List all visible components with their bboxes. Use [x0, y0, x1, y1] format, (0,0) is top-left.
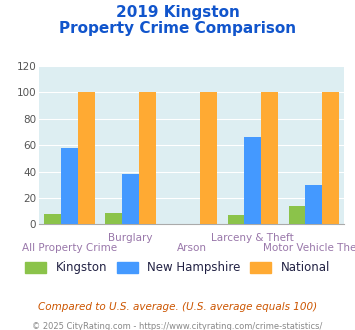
Bar: [228, 215, 244, 224]
Bar: [105, 213, 122, 224]
Bar: [122, 174, 139, 224]
Text: Compared to U.S. average. (U.S. average equals 100): Compared to U.S. average. (U.S. average …: [38, 302, 317, 312]
Bar: [289, 206, 305, 224]
Bar: [244, 137, 261, 224]
Bar: [44, 214, 61, 224]
Bar: [139, 92, 156, 224]
Text: Property Crime Comparison: Property Crime Comparison: [59, 21, 296, 36]
Text: © 2025 CityRating.com - https://www.cityrating.com/crime-statistics/: © 2025 CityRating.com - https://www.city…: [32, 322, 323, 330]
Text: 2019 Kingston: 2019 Kingston: [116, 5, 239, 20]
Bar: [305, 185, 322, 224]
Bar: [200, 92, 217, 224]
Bar: [261, 92, 278, 224]
Bar: [322, 92, 339, 224]
Text: All Property Crime: All Property Crime: [22, 243, 117, 252]
Bar: [78, 92, 95, 224]
Bar: [61, 148, 78, 224]
Text: Burglary: Burglary: [108, 233, 153, 243]
Text: Motor Vehicle Theft: Motor Vehicle Theft: [263, 243, 355, 252]
Legend: Kingston, New Hampshire, National: Kingston, New Hampshire, National: [20, 257, 335, 279]
Text: Larceny & Theft: Larceny & Theft: [211, 233, 294, 243]
Text: Arson: Arson: [177, 243, 207, 252]
